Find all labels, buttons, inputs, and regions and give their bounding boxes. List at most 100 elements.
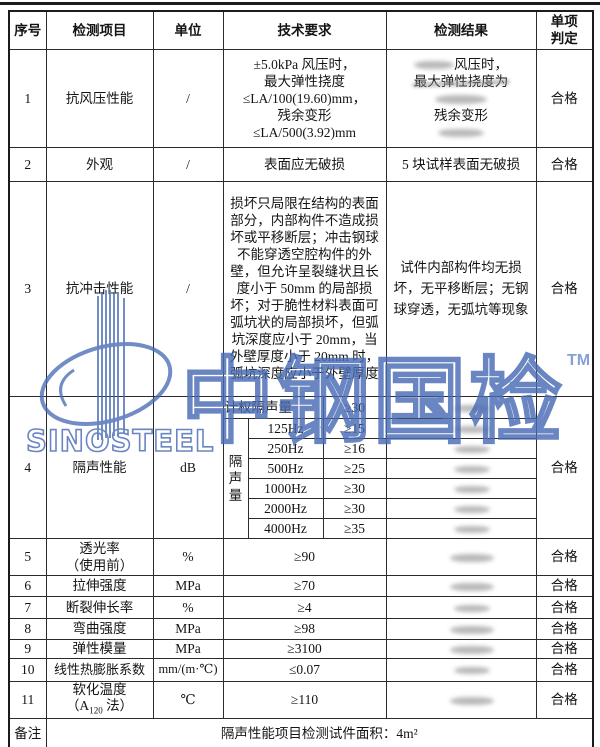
cell-result	[385, 457, 537, 479]
redacted-value	[454, 667, 491, 675]
cell-weighted-req: ≥30	[322, 395, 387, 419]
cell-result	[385, 417, 537, 439]
cell-result	[385, 497, 537, 519]
report-table-wrap: 序号 检测项目 单位 技术要求 检测结果 单项 判定 1 抗风压性能 / ±5.…	[8, 10, 595, 747]
redacted-value	[414, 61, 455, 70]
cell-item: 弹性模量	[45, 638, 154, 659]
table-row: 4 隔声性能 dB 计权隔声量 ≥30 合格	[8, 395, 594, 539]
cell-result	[385, 595, 537, 619]
cell-freq: 4000Hz	[247, 517, 324, 539]
cell-verdict: 合格	[535, 146, 594, 182]
cell-verdict: 合格	[535, 48, 594, 148]
cell-freq: 2000Hz	[247, 497, 324, 519]
cell-verdict: 合格	[535, 595, 594, 619]
redacted-value	[450, 645, 495, 654]
table-row: 2 外观 / 表面应无破损 5 块试样表面无破损 合格	[8, 146, 594, 182]
cell-unit: %	[152, 595, 224, 619]
cell-no: 3	[8, 180, 47, 397]
remark-label: 备注	[8, 718, 47, 747]
cell-result	[385, 395, 537, 419]
cell-req: ≥4	[222, 595, 387, 619]
top-rule	[0, 2, 600, 5]
table-subrow: 500Hz ≥25	[9, 457, 593, 479]
remark-row: 备注 隔声性能项目检测试件面积：4m²	[8, 718, 594, 747]
cell-no: 6	[8, 574, 47, 597]
cell-req: ≥110	[222, 680, 387, 720]
redacted-value	[454, 485, 491, 493]
cell-req: ≥70	[222, 574, 387, 597]
col-header-unit: 单位	[152, 10, 224, 50]
cell-weighted-label: 计权隔声量	[222, 395, 324, 419]
item-line: 软化温度	[72, 681, 127, 697]
header-row: 序号 检测项目 单位 技术要求 检测结果 单项 判定	[8, 10, 594, 50]
report-table: 序号 检测项目 单位 技术要求 检测结果 单项 判定 1 抗风压性能 / ±5.…	[8, 10, 595, 747]
cell-result	[385, 477, 537, 499]
cell-req: ±5.0kPa 风压时， 最大弹性挠度 ≤LA/100(19.60)mm， 残余…	[222, 48, 387, 148]
redacted-value	[454, 505, 491, 513]
item-text: （A	[65, 697, 90, 713]
col-header-verdict: 单项 判定	[535, 10, 594, 50]
redacted-value	[435, 94, 488, 104]
col-header-req: 技术要求	[222, 10, 387, 50]
cell-result	[385, 657, 537, 682]
cell-req: 损坏只局限在结构的表面部分，内部构件不造成损坏或平移断层；冲击钢球不能穿透空腔构…	[222, 180, 387, 397]
cell-freq-req: ≥30	[322, 497, 387, 519]
redacted-value	[454, 445, 491, 453]
redacted-value	[454, 425, 491, 433]
cell-freq-req: ≥35	[322, 517, 387, 539]
redacted-value	[450, 697, 495, 706]
cell-unit: ℃	[152, 680, 224, 720]
table-row: 10 线性热膨胀系数 mm/(m·℃) ≤0.07 合格	[8, 657, 594, 682]
cell-unit: %	[152, 537, 224, 576]
cell-no: 1	[8, 48, 47, 148]
cell-req: 表面应无破损	[222, 146, 387, 182]
item-subscript: 120	[89, 705, 103, 716]
cell-freq-req: ≥16	[322, 437, 387, 459]
cell-item: 抗冲击性能	[45, 180, 154, 397]
cell-unit: /	[152, 180, 224, 397]
cell-freq-req: ≥15	[322, 417, 387, 439]
cell-item: 外观	[45, 146, 154, 182]
table-row: 7 断裂伸长率 % ≥4 合格	[8, 595, 594, 619]
remark-text: 隔声性能项目检测试件面积：4m²	[45, 718, 594, 747]
table-row: 11 软化温度 （A120 法） ℃ ≥110 合格	[8, 680, 594, 720]
cell-no: 10	[8, 657, 47, 682]
cell-verdict: 合格	[535, 395, 594, 539]
cell-unit: /	[152, 146, 224, 182]
table-row: 9 弹性模量 MPa ≥3100 合格	[8, 638, 594, 659]
item-text: 法）	[102, 697, 134, 713]
result-text: 残余变形	[434, 107, 489, 123]
table-row: 6 拉伸强度 MPa ≥70 合格	[8, 574, 594, 597]
cell-verdict: 合格	[535, 680, 594, 720]
cell-item: 线性热膨胀系数	[45, 657, 154, 682]
redacted-value	[438, 129, 485, 138]
cell-result	[385, 574, 537, 597]
cell-result	[385, 537, 537, 576]
table-row: 5 透光率 （使用前） % ≥90 合格	[8, 537, 594, 576]
cell-no: 7	[8, 595, 47, 619]
cell-no: 5	[8, 537, 47, 576]
cell-unit: MPa	[152, 617, 224, 640]
cell-req: ≤0.07	[222, 657, 387, 682]
col-header-result: 检测结果	[385, 10, 537, 50]
result-text: 风压时，	[454, 56, 509, 72]
table-subrow: 1000Hz ≥30	[9, 477, 593, 499]
cell-result	[385, 517, 537, 539]
table-subrow: 4000Hz ≥35	[9, 517, 593, 539]
cell-verdict: 合格	[535, 180, 594, 397]
cell-result	[385, 617, 537, 640]
cell-item: 透光率 （使用前）	[45, 537, 154, 576]
cell-unit: MPa	[152, 574, 224, 597]
cell-freq-req: ≥25	[322, 457, 387, 479]
cell-verdict: 合格	[535, 574, 594, 597]
redacted-value	[454, 404, 491, 412]
cell-unit: mm/(m·℃)	[152, 657, 224, 682]
redacted-value	[454, 604, 491, 612]
cell-req: ≥98	[222, 617, 387, 640]
cell-verdict: 合格	[535, 537, 594, 576]
cell-result	[385, 638, 537, 659]
cell-req: ≥90	[222, 537, 387, 576]
cell-result: 试件内部构件均无损坏，无平移断层；无钢球穿透，无弧坑等现象	[385, 180, 537, 397]
cell-result	[385, 437, 537, 459]
item-line: （A120 法）	[49, 697, 151, 718]
